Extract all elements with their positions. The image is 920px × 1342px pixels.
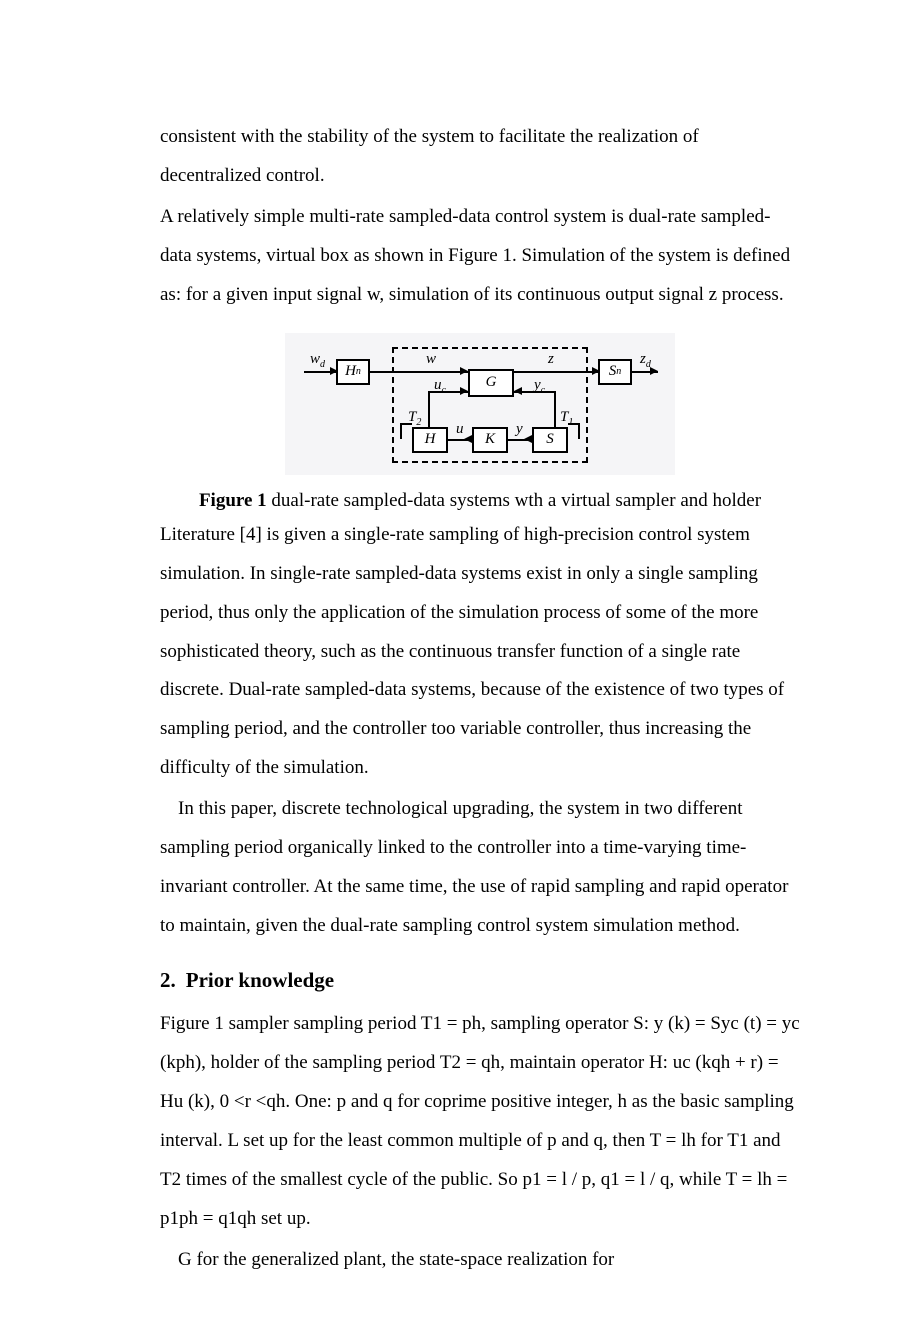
arrow-right-icon — [460, 387, 468, 395]
block-diagram: Hn G Sn HKSwd w z zd uc yc T2 u y T1 — [300, 341, 660, 467]
connector-v — [400, 423, 402, 439]
section-2-title: Prior knowledge — [186, 968, 334, 992]
block-K: K — [472, 427, 508, 453]
block-H: H — [412, 427, 448, 453]
signal-label: T1 — [560, 409, 573, 428]
section-2-number: 2. — [160, 968, 176, 993]
paragraph-2: A relatively simple multi-rate sampled-d… — [160, 198, 800, 315]
block-G: G — [468, 369, 514, 397]
arrow-right-icon — [460, 367, 468, 375]
arrow-left-icon — [464, 435, 472, 443]
figure-1-caption-prefix: Figure 1 — [199, 490, 267, 511]
arrow-left-icon — [524, 435, 532, 443]
block-S: S — [532, 427, 568, 453]
figure-1-wrap: Hn G Sn HKSwd w z zd uc yc T2 u y T1 — [160, 333, 800, 480]
signal-label: w — [426, 351, 436, 368]
signal-label: uc — [434, 377, 446, 396]
signal-label: zd — [640, 351, 651, 370]
figure-1-caption-text: dual-rate sampled-data systems wth a vir… — [267, 490, 761, 511]
connector-v — [578, 423, 580, 439]
signal-label: u — [456, 421, 464, 438]
signal-label: z — [548, 351, 554, 368]
connector-h — [514, 371, 598, 373]
arrow-left-icon — [514, 387, 522, 395]
signal-label: wd — [310, 351, 325, 370]
page: consistent with the stability of the sys… — [0, 0, 920, 1342]
arrow-right-icon — [650, 367, 658, 375]
paragraph-4: In this paper, discrete technological up… — [160, 790, 800, 946]
block-Sn: Sn — [598, 359, 632, 385]
section-2-heading: 2. Prior knowledge — [160, 968, 800, 993]
block-Hn: Hn — [336, 359, 370, 385]
signal-label: T2 — [408, 409, 421, 428]
paragraph-1: consistent with the stability of the sys… — [160, 118, 800, 196]
figure-1-caption: Figure 1 dual-rate sampled-data systems … — [160, 490, 800, 512]
paragraph-6: G for the generalized plant, the state-s… — [160, 1241, 800, 1280]
figure-1: Hn G Sn HKSwd w z zd uc yc T2 u y T1 — [285, 333, 675, 475]
paragraph-5: Figure 1 sampler sampling period T1 = ph… — [160, 1005, 800, 1239]
paragraph-3: Literature [4] is given a single-rate sa… — [160, 516, 800, 789]
signal-label: yc — [534, 377, 545, 396]
signal-label: y — [516, 421, 523, 438]
connector-h — [370, 371, 468, 373]
